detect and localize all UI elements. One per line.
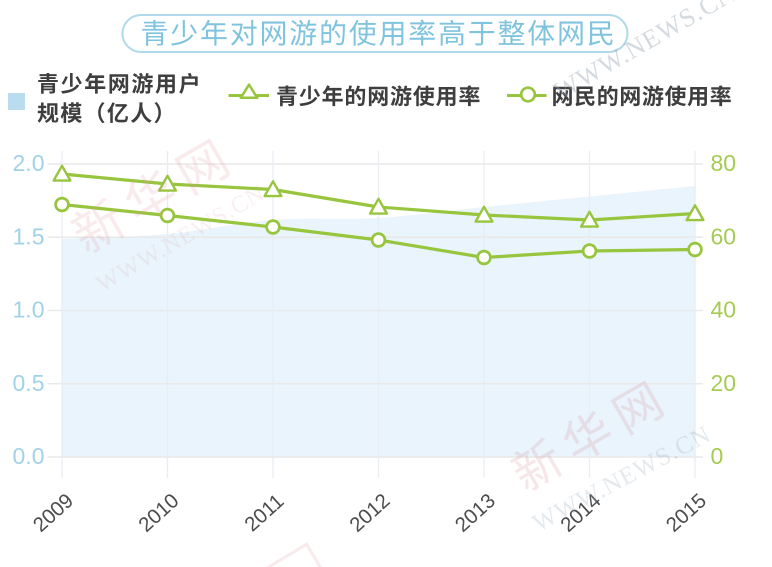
svg-text:2010: 2010: [134, 489, 183, 537]
svg-text:2015: 2015: [662, 489, 711, 537]
svg-text:2013: 2013: [451, 489, 500, 537]
svg-text:2009: 2009: [29, 489, 78, 537]
svg-text:60: 60: [711, 223, 737, 249]
svg-text:1.0: 1.0: [13, 297, 45, 323]
svg-text:0.0: 0.0: [13, 443, 45, 469]
svg-text:2012: 2012: [345, 489, 394, 537]
svg-text:20: 20: [711, 370, 737, 396]
svg-text:40: 40: [711, 297, 737, 323]
svg-text:1.5: 1.5: [13, 223, 45, 249]
svg-text:0: 0: [711, 443, 724, 469]
svg-text:2.0: 2.0: [13, 150, 45, 176]
svg-text:2011: 2011: [240, 490, 288, 537]
svg-text:0.5: 0.5: [13, 370, 45, 396]
svg-text:80: 80: [711, 150, 737, 176]
